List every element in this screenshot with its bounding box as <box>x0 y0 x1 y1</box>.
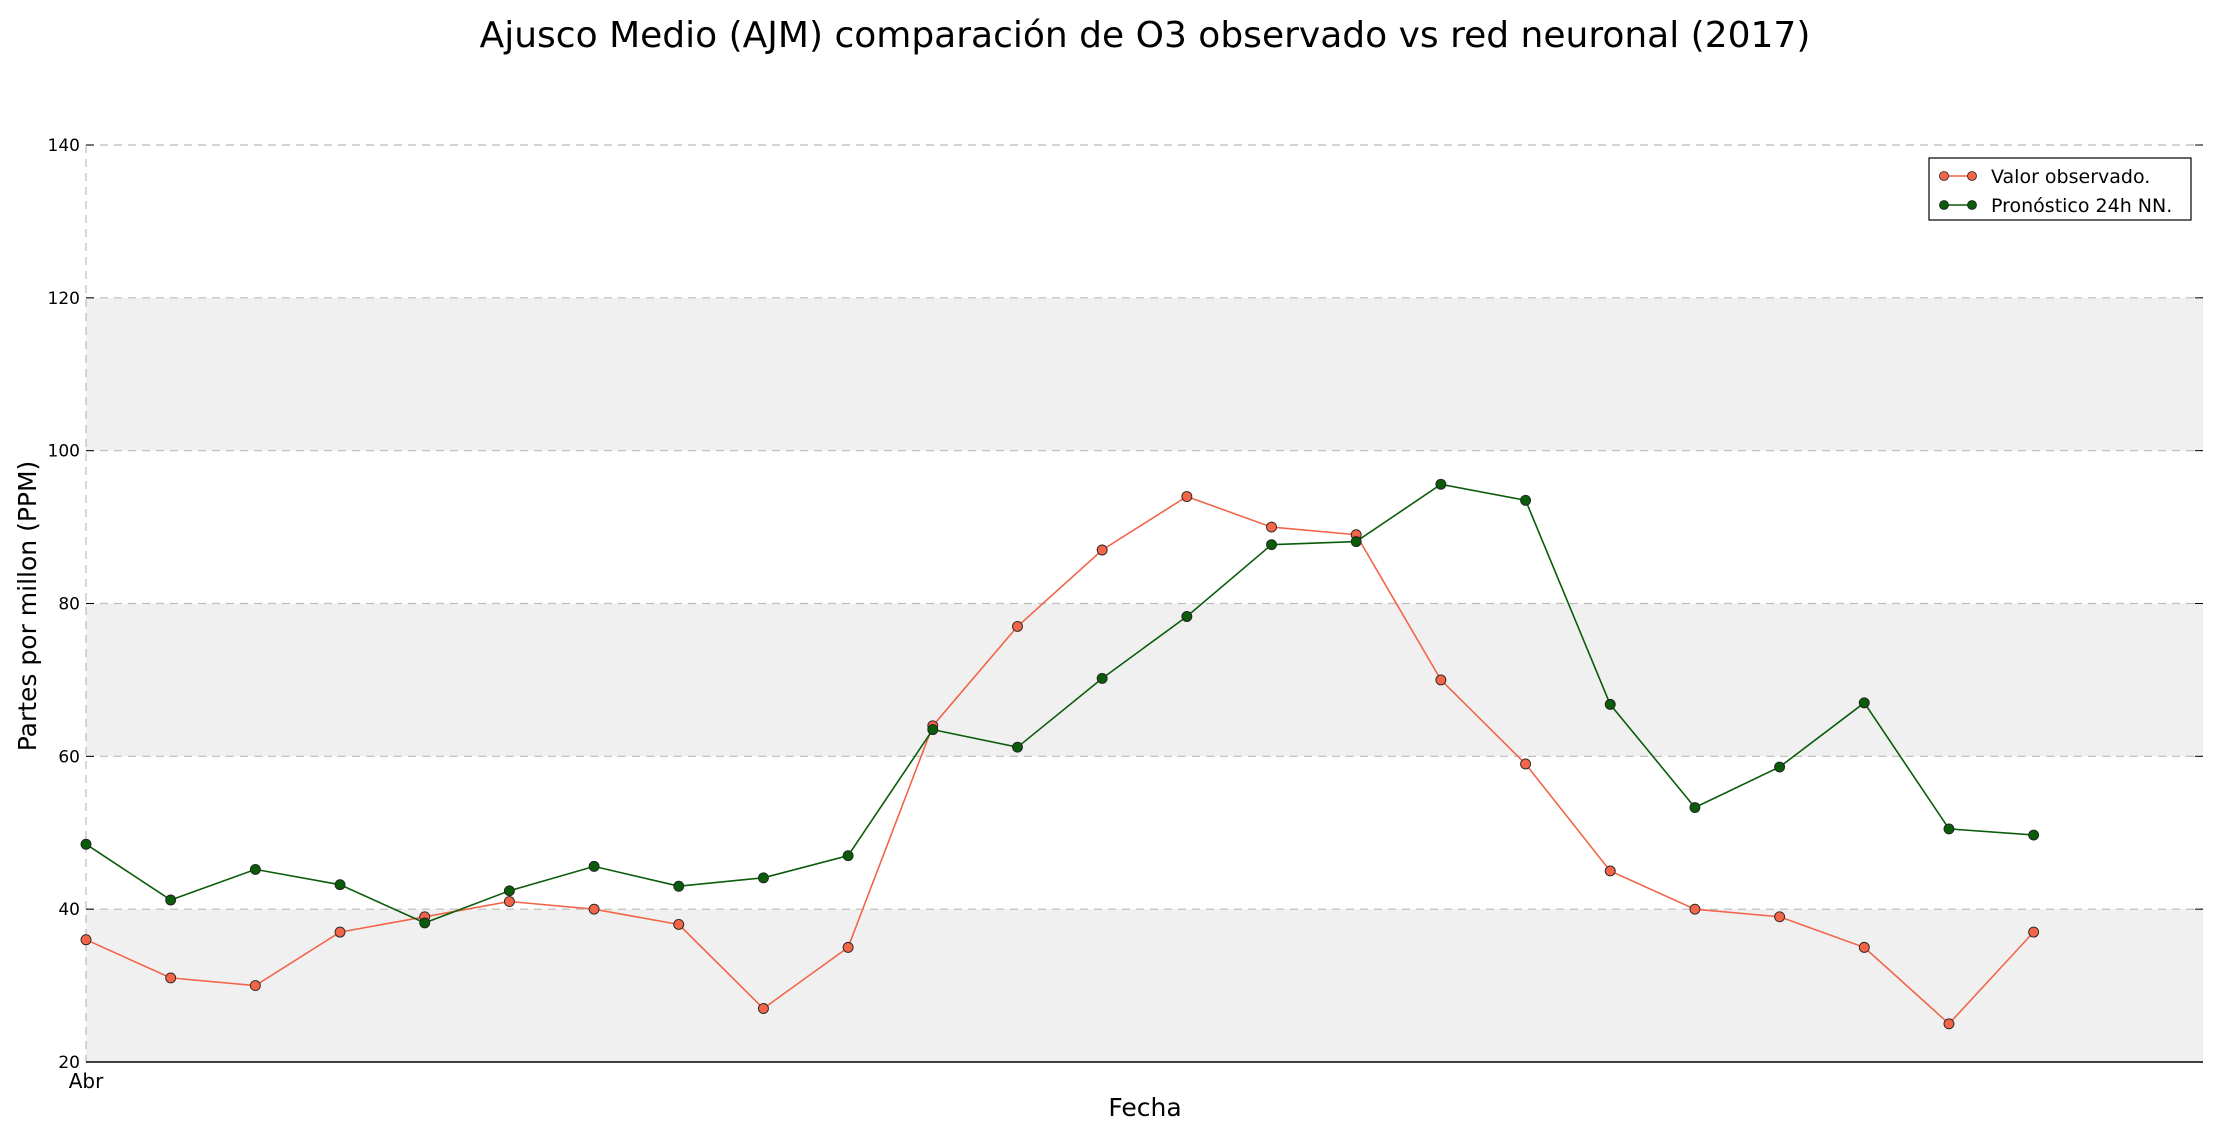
series-group <box>80 478 2040 1030</box>
y-tick-label-60: 60 <box>58 747 80 767</box>
series-0-point-14 <box>1266 521 1277 533</box>
series-0-point-20 <box>1774 911 1786 923</box>
y-tick-label-120: 120 <box>48 289 80 309</box>
series-0-line <box>85 495 2035 1025</box>
series-0-point-6 <box>588 903 600 915</box>
y-tick-label-40: 40 <box>58 900 80 920</box>
series-0-point-22 <box>1943 1018 1955 1030</box>
series-1-point-22 <box>1943 823 1955 835</box>
series-0-point-19 <box>1689 903 1701 915</box>
y-tick-label-100: 100 <box>48 442 80 462</box>
series-0-point-13 <box>1181 491 1193 502</box>
band-20-40 <box>86 909 2203 1062</box>
legend-label-1: Pronóstico 24h NN. <box>1991 195 2172 217</box>
series-1-point-3 <box>334 879 346 891</box>
series-0-point-23 <box>2028 926 2040 938</box>
grid-lines <box>85 144 2203 1062</box>
series-1-point-1 <box>165 894 177 906</box>
series-1-point-2 <box>249 863 261 875</box>
series-1-point-15 <box>1350 536 1362 548</box>
series-1-point-14 <box>1266 539 1277 551</box>
series-0-point-11 <box>1012 620 1023 632</box>
series-1-point-0 <box>80 838 92 850</box>
series-0-point-18 <box>1604 865 1616 877</box>
series-1-point-17 <box>1520 494 1532 506</box>
chart-title: Ajusco Medio (AJM) comparación de O3 obs… <box>480 15 1811 56</box>
series-0-point-3 <box>334 926 346 938</box>
y-axis-label: Partes por millon (PPM) <box>13 461 42 752</box>
series-0-point-5 <box>503 896 515 907</box>
series-1-point-11 <box>1012 741 1023 753</box>
band-60-80 <box>86 603 2203 757</box>
alternating-bands <box>86 297 2203 1062</box>
legend-marker-end-0 <box>1967 171 1977 181</box>
series-0-point-8 <box>757 1003 769 1014</box>
y-tick-label-80: 80 <box>58 595 80 615</box>
series-1-point-13 <box>1181 611 1193 622</box>
series-1-point-23 <box>2028 829 2040 841</box>
series-1-point-9 <box>842 850 854 862</box>
legend-label-0: Valor observado. <box>1991 166 2150 188</box>
series-1-point-6 <box>588 860 600 872</box>
series-0-point-7 <box>673 919 685 930</box>
y-tick-label-140: 140 <box>48 136 80 156</box>
series-0-point-17 <box>1520 758 1532 770</box>
series-1-point-20 <box>1774 761 1786 773</box>
legend-marker-start-0 <box>1939 171 1949 181</box>
x-tick-label-0: Abr <box>69 1069 104 1093</box>
series-1-point-7 <box>673 880 685 892</box>
band-100-120 <box>86 297 2203 451</box>
y-axis-ticks: 20 40 60 80 100 120 140 <box>48 136 2203 1073</box>
series-0-point-0 <box>80 934 92 946</box>
series-1-point-8 <box>757 872 769 884</box>
series-1-point-18 <box>1604 698 1616 710</box>
series-1-point-10 <box>927 724 939 736</box>
series-1-point-4 <box>419 917 431 929</box>
series-1-point-12 <box>1096 672 1108 684</box>
x-axis-ticks: Abr <box>69 1069 104 1093</box>
legend-marker-start-1 <box>1939 200 1949 210</box>
series-1-point-19 <box>1689 802 1701 813</box>
series-1-line <box>85 483 2034 924</box>
series-0-point-9 <box>842 941 854 953</box>
legend: Valor observado. Pronóstico 24h NN. <box>1928 157 2192 221</box>
legend-marker-end-1 <box>1967 200 1977 210</box>
series-0-point-16 <box>1435 674 1447 686</box>
series-0-point-21 <box>1858 941 1870 953</box>
series-0-point-12 <box>1096 544 1108 556</box>
series-1-point-21 <box>1858 697 1870 709</box>
y-tick-label-20: 20 <box>58 1053 80 1073</box>
series-0-point-1 <box>165 972 177 984</box>
x-axis-label: Fecha <box>1108 1093 1181 1122</box>
series-1-point-5 <box>503 885 515 897</box>
series-0-point-2 <box>249 980 261 992</box>
series-1-point-16 <box>1435 478 1447 490</box>
